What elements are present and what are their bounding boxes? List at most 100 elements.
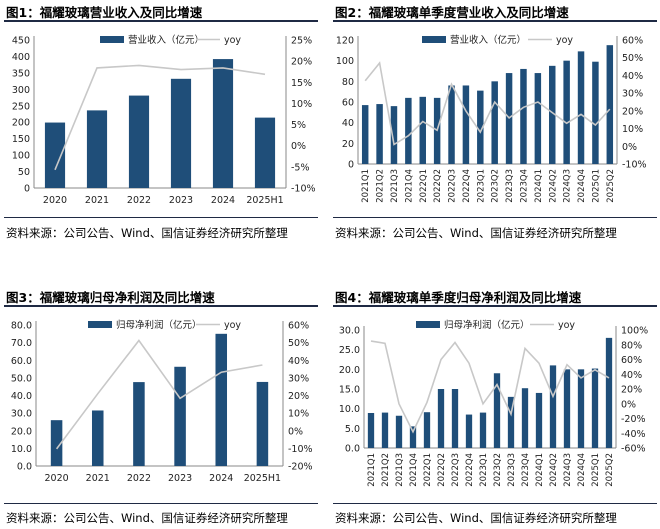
bar — [174, 366, 186, 466]
chart3-source: 资料来源：公司公告、Wind、国信证券经济研究所整理 — [6, 511, 288, 525]
x-tick-label: 2022Q4 — [462, 169, 472, 203]
y2-tick-label: 5% — [291, 120, 306, 131]
bar — [591, 368, 599, 448]
bar — [86, 110, 108, 188]
bar — [577, 51, 585, 164]
y2-tick-label: -5% — [291, 162, 310, 173]
y2-tick-label: 30% — [288, 373, 309, 384]
y2-tick-label: 50% — [622, 53, 643, 64]
bar — [535, 392, 543, 448]
y-tick-label: 200 — [12, 118, 30, 129]
bar — [437, 389, 445, 448]
x-tick-label: 2025H1 — [246, 195, 283, 206]
bar — [606, 45, 614, 164]
bar — [592, 61, 599, 165]
chart4-title: 图4：福耀玻璃单季度归母净利润及同比增速 — [335, 290, 582, 305]
x-tick-label: 2023Q1 — [479, 453, 489, 487]
x-tick-label: 2024 — [209, 473, 233, 484]
x-tick-label: 2024 — [211, 195, 235, 206]
legend-bar-label: 营业收入（亿元） — [128, 34, 204, 46]
legend-bar-swatch — [100, 36, 124, 43]
y-tick-label: 40.0 — [11, 391, 32, 402]
y-tick-label: 30.0 — [11, 409, 32, 420]
y2-tick-label: 10% — [291, 99, 312, 110]
x-tick-label: 2021Q3 — [395, 453, 405, 487]
legend-line-label: yoy — [224, 320, 241, 331]
chart3-title: 图3：福耀玻璃归母净利润及同比增速 — [6, 290, 215, 305]
y2-tick-label: 50% — [288, 338, 309, 349]
chart2-source-rule — [333, 217, 657, 218]
y2-tick-label: 0% — [291, 141, 306, 152]
bar — [493, 373, 501, 448]
y-tick-label: 80.0 — [11, 321, 32, 332]
x-tick-label: 2021Q4 — [409, 453, 419, 487]
x-tick-label: 2021 — [86, 473, 110, 484]
y-tick-label: 50 — [18, 167, 30, 178]
x-tick-label: 2023Q2 — [493, 453, 503, 487]
bar — [423, 412, 431, 448]
y-tick-label: 50.0 — [11, 373, 32, 384]
y-tick-label: 0.0 — [345, 444, 360, 455]
chart1-source-rule — [4, 217, 318, 218]
bar — [563, 60, 570, 164]
bar — [367, 412, 375, 448]
x-tick-label: 2024Q3 — [563, 453, 573, 487]
y2-tick-label: 10% — [288, 409, 309, 420]
legend-line-label: yoy — [224, 35, 241, 46]
y-tick-label: 350 — [12, 68, 30, 79]
legend-bar-label: 归母净利润（亿元） — [116, 319, 202, 331]
chart4-title-rule — [333, 305, 657, 307]
bar — [491, 81, 498, 164]
y-tick-label: 10.0 — [339, 404, 360, 415]
bar — [215, 333, 228, 466]
bar — [419, 96, 426, 164]
y2-tick-label: -10% — [622, 160, 647, 171]
y-tick-label: 70.0 — [11, 338, 32, 349]
y-tick-label: 15.0 — [339, 385, 360, 396]
bar — [405, 97, 412, 164]
legend-bar-label: 营业收入（亿元） — [450, 34, 526, 46]
y-tick-label: 25.0 — [339, 345, 360, 356]
bar — [128, 95, 150, 188]
y2-tick-label: -20% — [288, 462, 313, 473]
x-tick-label: 2021 — [85, 195, 109, 206]
bar — [448, 85, 455, 164]
x-tick-label: 2023 — [168, 473, 192, 484]
y-tick-label: 100 — [336, 56, 354, 67]
y2-tick-label: -40% — [621, 429, 646, 440]
y-tick-label: 60 — [342, 98, 354, 109]
legend-line-label: yoy — [556, 35, 573, 46]
x-tick-label: 2022Q3 — [451, 453, 461, 487]
x-tick-label: 2024Q1 — [535, 453, 545, 487]
x-tick-label: 2023Q4 — [519, 169, 529, 203]
y2-tick-label: 20% — [622, 106, 643, 117]
bar — [133, 382, 145, 466]
net-profit-annual-chart: 0.0 10.0 20.0 30.0 40.0 50.0 60.0 70.0 80.0 -20% -… — [11, 319, 313, 484]
chart3-title-rule — [4, 305, 318, 307]
y2-tick-label: 60% — [622, 36, 643, 47]
legend-bar-swatch — [422, 36, 446, 43]
bar — [361, 105, 369, 164]
y2-tick-label: -60% — [621, 444, 646, 455]
y-tick-label: 400 — [12, 52, 30, 63]
x-tick-label: 2023Q2 — [491, 169, 501, 203]
revenue-annual-chart: 0 50 100 150 200 250 300 350 400 450 -10% -5% 0% 5% 10… — [12, 34, 316, 206]
bar — [170, 78, 192, 188]
x-tick-label: 2022Q1 — [419, 169, 429, 203]
x-tick-label: 2021Q1 — [361, 169, 371, 203]
bar — [254, 117, 276, 188]
x-tick-label: 2023Q3 — [505, 169, 515, 203]
bar — [50, 420, 63, 466]
x-tick-label: 2021Q2 — [381, 453, 391, 487]
bar — [451, 389, 459, 448]
bar — [563, 369, 571, 448]
y2-tick-label: 20% — [621, 385, 642, 396]
bar — [390, 106, 398, 164]
bar — [395, 415, 403, 448]
y-tick-label: 120 — [336, 36, 354, 47]
y-tick-label: 20 — [342, 139, 354, 150]
y2-tick-label: -20% — [621, 414, 646, 425]
x-tick-label: 2025Q1 — [591, 169, 601, 203]
y-tick-label: 0 — [348, 160, 354, 171]
y-tick-label: 300 — [12, 85, 30, 96]
